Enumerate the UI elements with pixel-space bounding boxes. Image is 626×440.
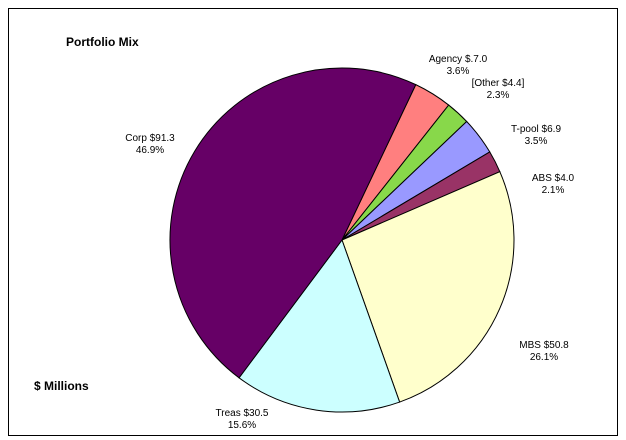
slice-label-7: Corp $91.3: [125, 133, 175, 144]
pie-labels: Agency $.7.03.6%[Other $4.4]2.3% T-pool $…: [125, 54, 574, 431]
slice-percent-2: 2.3%: [487, 90, 510, 101]
slice-percent-6: 15.6%: [228, 420, 256, 431]
slice-percent-4: 2.1%: [542, 185, 565, 196]
chart-subtitle: $ Millions: [34, 379, 89, 393]
slice-percent-3: 3.5%: [525, 136, 548, 147]
slice-label-2: [Other $4.4]: [472, 78, 525, 89]
slice-percent-7: 46.9%: [136, 145, 164, 156]
slice-percent-5: 26.1%: [530, 352, 558, 363]
slice-label-1: Agency $.7.0: [429, 54, 488, 65]
slice-label-6: Treas $30.5: [216, 408, 269, 419]
pie-slices: [169, 67, 515, 413]
pie-slice-7: [169, 67, 417, 379]
slice-label-3: T-pool $6.9: [511, 124, 561, 135]
slice-label-4: ABS $4.0: [532, 173, 575, 184]
slice-label-5: MBS $50.8: [519, 340, 569, 351]
chart-title: Portfolio Mix: [66, 35, 139, 49]
pie-slice-6: [238, 238, 401, 413]
pie-slice-5: [341, 171, 515, 403]
slice-percent-1: 3.6%: [447, 66, 470, 77]
